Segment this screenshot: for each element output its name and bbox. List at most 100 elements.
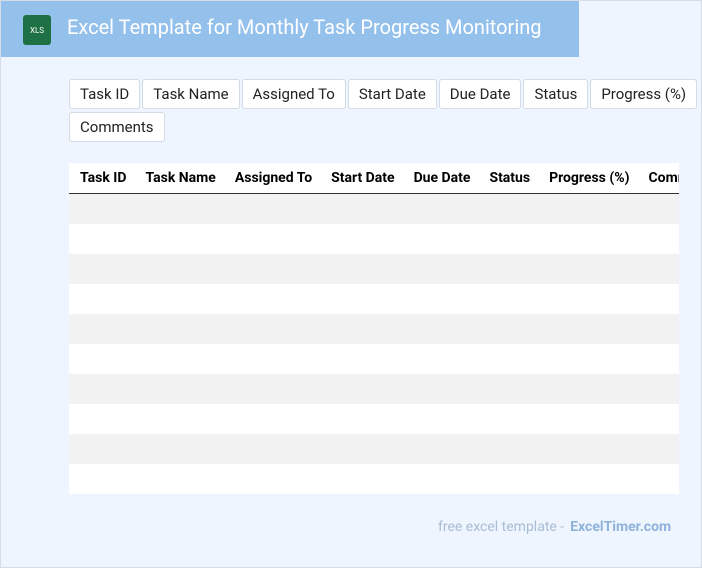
cell (223, 193, 321, 224)
column-header: Task ID (69, 163, 135, 194)
cell (637, 374, 679, 404)
cell (637, 193, 679, 224)
cell (223, 374, 321, 404)
cell (538, 314, 638, 344)
title: Excel Template for Monthly Task Progress… (67, 15, 542, 39)
footer-text: free excel template - (438, 519, 565, 535)
column-header: Progress (%) (538, 163, 638, 194)
chip: Progress (%) (590, 79, 698, 109)
cell (134, 404, 224, 434)
cell (402, 374, 479, 404)
cell (637, 464, 679, 494)
table-row (69, 344, 679, 374)
cell (320, 193, 403, 224)
header: XLS Excel Template for Monthly Task Prog… (1, 1, 579, 57)
column-header: Task Name (134, 163, 224, 194)
cell (478, 344, 539, 374)
cell (223, 224, 321, 254)
cell (637, 284, 679, 314)
cell (134, 224, 224, 254)
cell (69, 254, 135, 284)
cell (402, 193, 479, 224)
cell (223, 314, 321, 344)
cell (538, 193, 638, 224)
cell (134, 434, 224, 464)
column-header: Comments (637, 163, 679, 194)
table-row (69, 284, 679, 314)
cell (402, 344, 479, 374)
cell (478, 284, 539, 314)
cell (637, 314, 679, 344)
table-wrap: Task ID Task Name Assigned To Start Date Due… (69, 163, 679, 494)
cell (134, 284, 224, 314)
cell (538, 464, 638, 494)
cell (538, 404, 638, 434)
cell (637, 344, 679, 374)
cell (538, 254, 638, 284)
column-header: Assigned To (223, 163, 321, 194)
cell (478, 464, 539, 494)
cell (223, 434, 321, 464)
table-row (69, 434, 679, 464)
cell (320, 374, 403, 404)
cell (538, 434, 638, 464)
cell (69, 404, 135, 434)
table-row (69, 374, 679, 404)
cell (402, 434, 479, 464)
cell (402, 464, 479, 494)
chip: Comments (69, 112, 165, 142)
cell (69, 434, 135, 464)
cell (69, 284, 135, 314)
cell (478, 434, 539, 464)
cell (223, 404, 321, 434)
cell (478, 374, 539, 404)
cell (320, 344, 403, 374)
cell (320, 464, 403, 494)
cell (69, 344, 135, 374)
cell (402, 284, 479, 314)
table-row (69, 254, 679, 284)
cell (402, 254, 479, 284)
cell (320, 434, 403, 464)
chip: Due Date (438, 79, 522, 109)
cell (538, 284, 638, 314)
table: Task ID Task Name Assigned To Start Date Due… (69, 163, 679, 494)
column-header: Start Date (320, 163, 403, 194)
cell (69, 193, 135, 224)
table-row (69, 224, 679, 254)
cell (134, 344, 224, 374)
cell (402, 314, 479, 344)
cell (69, 224, 135, 254)
cell (637, 224, 679, 254)
cell (69, 314, 135, 344)
cell (134, 374, 224, 404)
brand: ExcelTimer.com (570, 519, 672, 535)
cell (478, 193, 539, 224)
cell (637, 434, 679, 464)
cell (637, 254, 679, 284)
table-row (69, 404, 679, 434)
cell (134, 464, 224, 494)
chip: Assigned To (241, 79, 346, 109)
cell (223, 344, 321, 374)
cell (134, 314, 224, 344)
cell (320, 284, 403, 314)
cell (637, 404, 679, 434)
cell (320, 404, 403, 434)
cell (223, 254, 321, 284)
chip: Task Name (142, 79, 240, 109)
cell (478, 404, 539, 434)
chip: Start Date (347, 79, 437, 109)
cell (478, 224, 539, 254)
column-header: Status (478, 163, 539, 194)
cell (134, 254, 224, 284)
footer: free excel template - ExcelTimer.com (438, 519, 671, 535)
chips: Task ID Task Name Assigned To Start Date Due… (69, 79, 701, 142)
cell (402, 404, 479, 434)
cell (538, 374, 638, 404)
cell (69, 464, 135, 494)
cell (478, 254, 539, 284)
cell (320, 254, 403, 284)
cell (538, 224, 638, 254)
